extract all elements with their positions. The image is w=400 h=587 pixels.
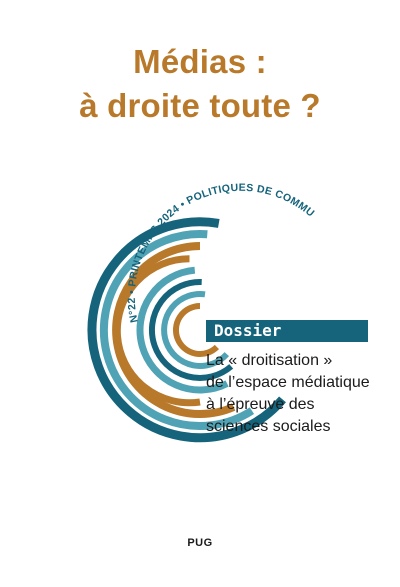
- running-header-text: N°22 • PRINTEMPS 2024 • POLITIQUES DE CO…: [0, 0, 317, 324]
- cover-subtitle: La « droitisation » de l’espace médiatiq…: [206, 350, 396, 438]
- subtitle-line-2: de l’espace médiatique: [206, 374, 370, 391]
- arc-ring-1: [87, 217, 286, 443]
- subtitle-line-1: La « droitisation »: [206, 352, 333, 369]
- subtitle-line-4: sciences sociales: [206, 418, 331, 435]
- arc-ring-6: [148, 278, 234, 381]
- arc-ring-2: [99, 230, 255, 430]
- publisher-logo: PUG: [187, 537, 213, 549]
- cover-title: Médias : à droite toute ?: [0, 40, 400, 128]
- cover-title-line-1: Médias :: [133, 43, 267, 80]
- subtitle-line-3: à l’épreuve des: [206, 396, 315, 413]
- arc-ring-5: [136, 266, 229, 394]
- arc-ring-7: [161, 290, 230, 369]
- cover-title-line-2: à droite toute ?: [79, 87, 321, 124]
- section-label: Dossier: [206, 320, 368, 342]
- arc-ring-4: [113, 255, 201, 407]
- arc-ring-8: [173, 303, 220, 357]
